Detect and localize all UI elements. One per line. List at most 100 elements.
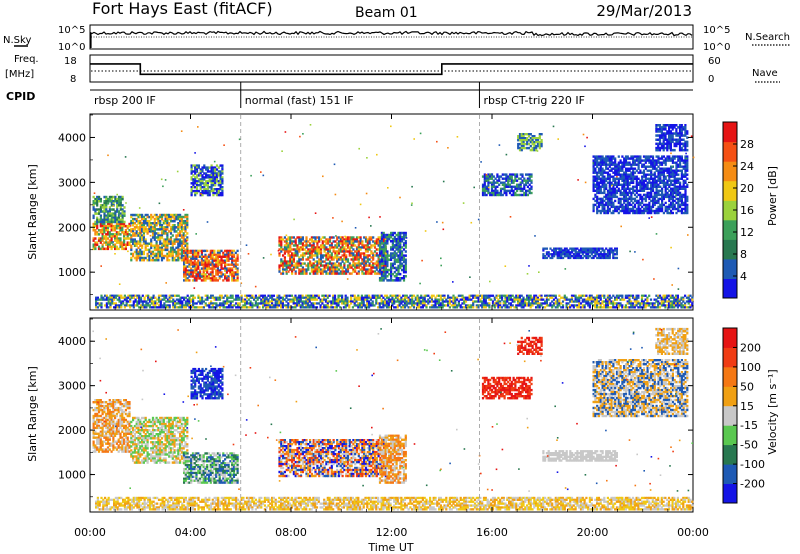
echo-cell [117,197,121,201]
echo-cell [155,217,158,221]
echo-cell [112,235,115,238]
echo-cell [206,277,209,280]
echo-cell [168,250,171,254]
echo-cell [289,256,292,259]
echo-cell [224,275,227,278]
echo-cell [96,224,99,228]
echo-cell [146,248,149,252]
echo-cell [300,268,303,271]
echo-cell [135,217,138,221]
echo-cell [186,244,189,247]
echo-cell [123,294,126,297]
echo-cell [146,213,149,217]
echo-cell [352,236,355,239]
echo-cell [204,302,207,305]
echo-cell [305,258,308,261]
echo-cell [617,155,620,158]
echo-cell [92,206,95,209]
echo-cell [135,250,138,254]
echo-cell [307,256,310,259]
echo-cell [168,258,171,262]
echo-cell [171,256,174,260]
echo-cell [105,229,108,232]
echo-cell [130,256,133,260]
echo-cell [139,238,142,241]
echo-cell [137,246,140,250]
echo-cell [608,256,611,260]
echo-cell [231,259,234,262]
echo-cell [332,250,335,253]
echo-cell [96,216,99,220]
echo-cell [114,247,117,251]
echo-cell [146,224,149,227]
echo-cell [294,262,297,265]
echo-cell [155,215,158,219]
echo-cell [289,248,292,251]
echo-cell [350,238,353,241]
echo-cell [180,244,183,247]
power-echo-layer [92,115,695,309]
echo-cell [355,240,359,243]
echo-cell [330,256,333,259]
echo-cell [204,261,207,264]
echo-cell [298,258,301,261]
echo-cell [222,279,225,282]
echo-cell [201,174,204,177]
echo-cell [388,254,391,257]
echo-cell [294,270,297,273]
echo-cell [215,261,218,264]
echo-cell [210,168,213,171]
echo-cell [327,272,330,275]
echo-cell [212,184,215,187]
echo-cell [215,188,219,191]
echo-cell [325,266,328,269]
echo-cell [312,248,315,251]
echo-cell [186,273,189,276]
echo-cell [130,234,133,237]
echo-cell [292,236,295,239]
echo-cell [186,269,189,272]
echo-cell [107,210,110,213]
echo-cell [226,294,229,297]
echo-cell [175,240,178,243]
echo-cell [334,250,337,253]
echo-cell [686,148,689,152]
echo-cell [334,272,337,275]
echo-cell [137,234,140,237]
echo-cell [173,217,176,221]
echo-cell [355,238,359,241]
echo-cell [215,189,219,193]
echo-cell [343,252,346,255]
echo-cell [339,256,342,259]
echo-cell [184,230,187,233]
echo-cell [173,215,176,219]
freq-label: Freq. [14,54,39,65]
echo-cell [160,224,164,227]
echo-cell [159,246,162,250]
echo-cell [395,254,398,257]
echo-cell [218,255,221,258]
echo-cell [153,226,156,229]
echo-cell [195,255,198,258]
echo-cell [355,256,359,259]
echo-cell [186,215,189,219]
echo-cell [177,250,180,254]
echo-cell [201,193,204,197]
echo-cell [148,242,151,245]
echo-cell [209,263,212,266]
echo-cell [350,236,353,239]
echo-cell [151,222,155,225]
echo-cell [213,267,216,270]
echo-cell [337,242,341,245]
echo-cell [300,248,303,251]
echo-cell [352,262,355,265]
echo-cell [655,211,658,215]
echo-cell [285,242,288,245]
echo-cell [105,235,108,238]
echo-cell [201,176,204,179]
echo-cell [294,252,297,255]
echo-cell [137,228,140,231]
echo-cell [530,175,533,178]
echo-cell [164,244,167,247]
echo-cell [157,258,160,262]
